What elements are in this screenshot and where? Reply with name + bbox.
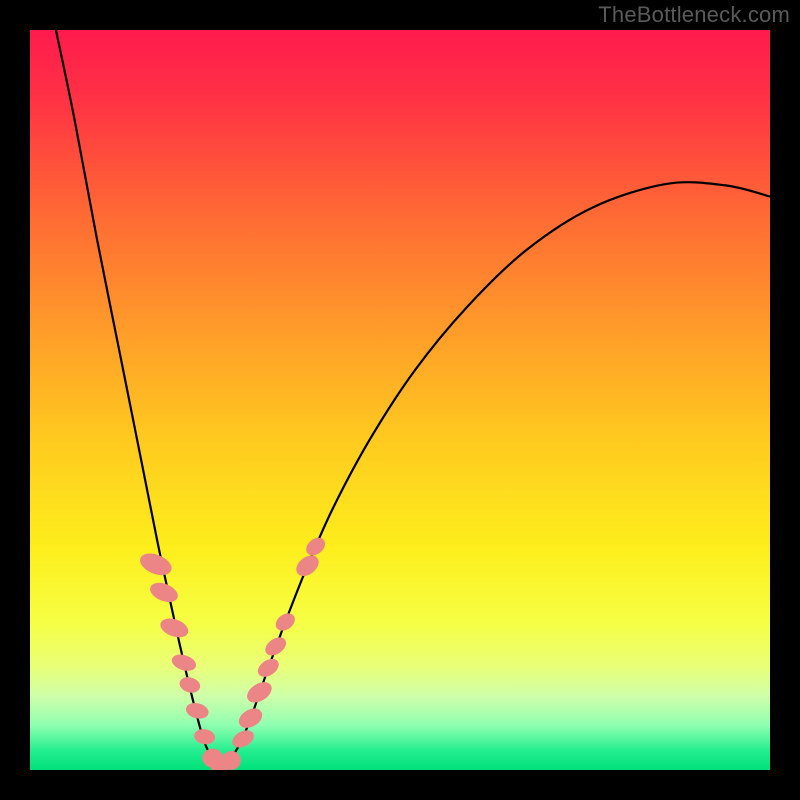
bottleneck-chart — [0, 0, 800, 800]
chart-container: TheBottleneck.com — [0, 0, 800, 800]
gradient-background — [30, 30, 770, 770]
watermark-label: TheBottleneck.com — [598, 2, 790, 28]
